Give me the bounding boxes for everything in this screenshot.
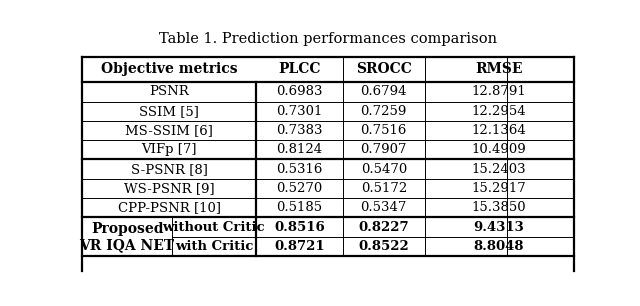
- Text: 0.6794: 0.6794: [360, 85, 407, 98]
- Text: PSNR: PSNR: [149, 85, 189, 98]
- Text: WS-PSNR [9]: WS-PSNR [9]: [124, 182, 214, 195]
- Text: 0.5316: 0.5316: [276, 162, 323, 176]
- Text: 15.3850: 15.3850: [472, 201, 527, 214]
- Text: 12.1364: 12.1364: [472, 124, 527, 137]
- Text: 0.6983: 0.6983: [276, 85, 323, 98]
- Text: 0.7516: 0.7516: [360, 124, 407, 137]
- Text: 8.8048: 8.8048: [474, 240, 524, 253]
- Text: 10.4909: 10.4909: [472, 143, 527, 156]
- Text: PLCC: PLCC: [278, 62, 321, 76]
- Text: Proposed
VR IQA NET: Proposed VR IQA NET: [79, 222, 175, 252]
- Text: 0.5470: 0.5470: [361, 162, 407, 176]
- Text: 0.7259: 0.7259: [360, 105, 407, 118]
- Text: MS-SSIM [6]: MS-SSIM [6]: [125, 124, 213, 137]
- Text: 0.8721: 0.8721: [274, 240, 324, 253]
- Text: 9.4313: 9.4313: [474, 221, 525, 233]
- Text: SSIM [5]: SSIM [5]: [140, 105, 199, 118]
- Text: 0.8227: 0.8227: [358, 221, 409, 233]
- Text: RMSE: RMSE: [476, 62, 523, 76]
- Text: 12.2954: 12.2954: [472, 105, 527, 118]
- Text: VIFp [7]: VIFp [7]: [141, 143, 197, 156]
- Text: CPP-PSNR [10]: CPP-PSNR [10]: [118, 201, 221, 214]
- Text: with Critic: with Critic: [175, 240, 253, 253]
- Text: 12.8791: 12.8791: [472, 85, 527, 98]
- Text: SROCC: SROCC: [356, 62, 412, 76]
- Text: 0.5347: 0.5347: [360, 201, 407, 214]
- Text: 0.7301: 0.7301: [276, 105, 323, 118]
- Text: Table 1. Prediction performances comparison: Table 1. Prediction performances compari…: [159, 32, 497, 46]
- Text: 15.2917: 15.2917: [472, 182, 527, 195]
- Text: 0.5270: 0.5270: [276, 182, 323, 195]
- Text: 0.8516: 0.8516: [274, 221, 325, 233]
- Text: 0.8522: 0.8522: [358, 240, 409, 253]
- Text: 0.7907: 0.7907: [360, 143, 407, 156]
- Text: 0.8124: 0.8124: [276, 143, 323, 156]
- Text: 0.5172: 0.5172: [361, 182, 407, 195]
- Text: Objective metrics: Objective metrics: [101, 62, 237, 76]
- Text: 15.2403: 15.2403: [472, 162, 527, 176]
- Text: 0.5185: 0.5185: [276, 201, 323, 214]
- Text: S-PSNR [8]: S-PSNR [8]: [131, 162, 208, 176]
- Text: without Critic: without Critic: [163, 221, 265, 233]
- Text: 0.7383: 0.7383: [276, 124, 323, 137]
